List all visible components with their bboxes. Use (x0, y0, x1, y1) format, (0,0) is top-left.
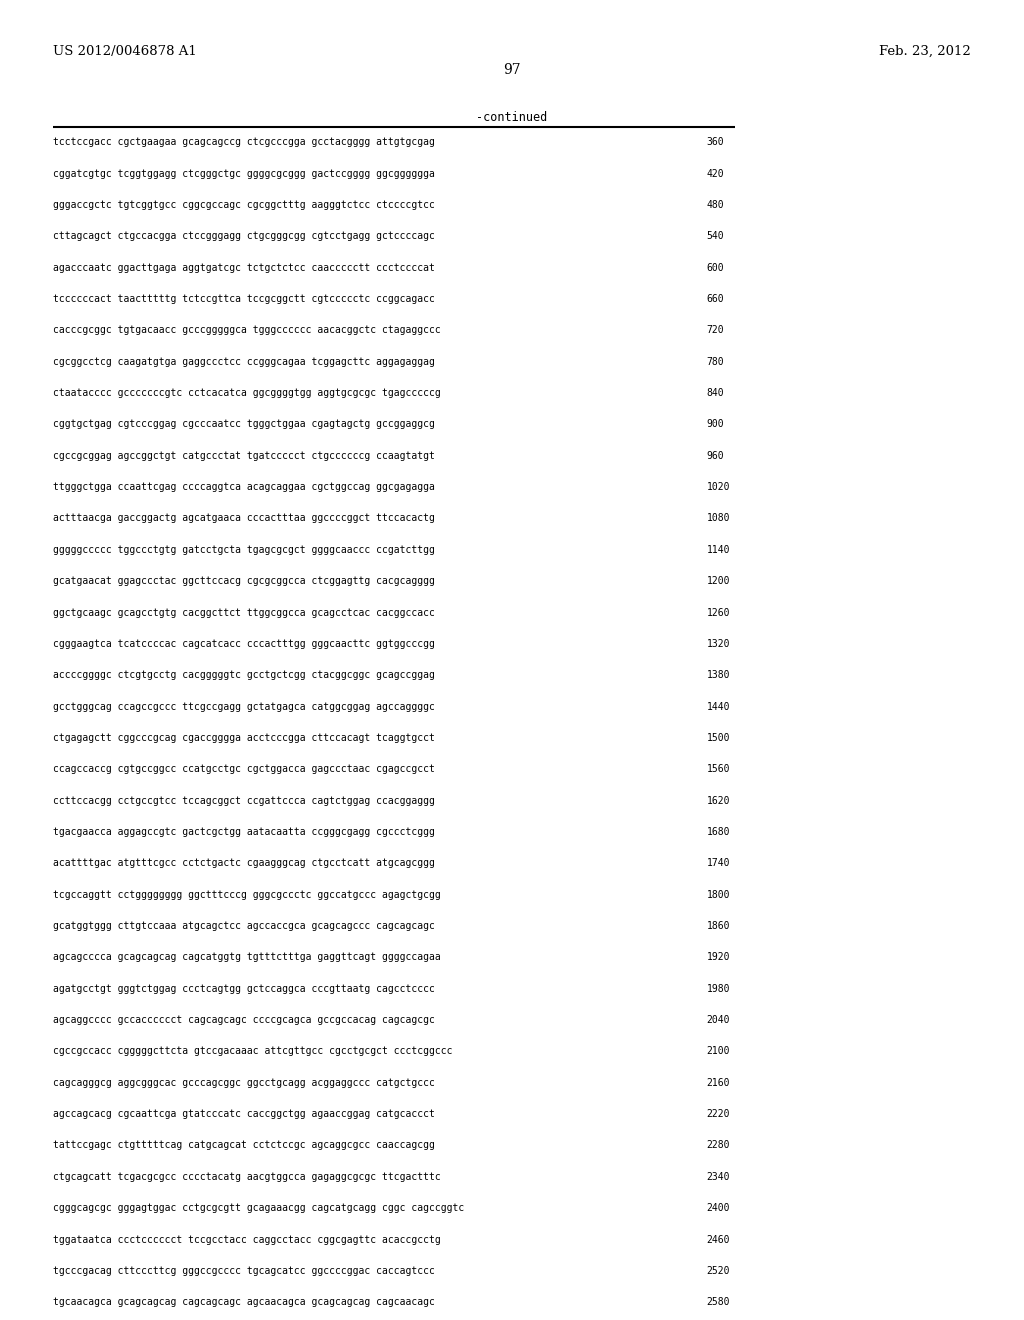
Text: 2520: 2520 (707, 1266, 730, 1276)
Text: gcatggtggg cttgtccaaa atgcagctcc agccaccgca gcagcagccc cagcagcagc: gcatggtggg cttgtccaaa atgcagctcc agccacc… (53, 921, 435, 931)
Text: tgcaacagca gcagcagcag cagcagcagc agcaacagca gcagcagcag cagcaacagc: tgcaacagca gcagcagcag cagcagcagc agcaaca… (53, 1298, 435, 1307)
Text: cggatcgtgc tcggtggagg ctcgggctgc ggggcgcggg gactccgggg ggcgggggga: cggatcgtgc tcggtggagg ctcgggctgc ggggcgc… (53, 169, 435, 178)
Text: 1140: 1140 (707, 545, 730, 554)
Text: 600: 600 (707, 263, 724, 273)
Text: tattccgagc ctgtttttcag catgcagcat cctctccgc agcaggcgcc caaccagcgg: tattccgagc ctgtttttcag catgcagcat cctctc… (53, 1140, 435, 1151)
Text: tcgccaggtt cctgggggggg ggctttcccg gggcgccctc ggccatgccc agagctgcgg: tcgccaggtt cctgggggggg ggctttcccg gggcgc… (53, 890, 441, 900)
Text: 1740: 1740 (707, 858, 730, 869)
Text: agatgcctgt gggtctggag ccctcagtgg gctccaggca cccgttaatg cagcctcccc: agatgcctgt gggtctggag ccctcagtgg gctccag… (53, 983, 435, 994)
Text: gggggccccc tggccctgtg gatcctgcta tgagcgcgct ggggcaaccc ccgatcttgg: gggggccccc tggccctgtg gatcctgcta tgagcgc… (53, 545, 435, 554)
Text: 1320: 1320 (707, 639, 730, 649)
Text: 2280: 2280 (707, 1140, 730, 1151)
Text: agccagcacg cgcaattcga gtatcccatc caccggctgg agaaccggag catgcaccct: agccagcacg cgcaattcga gtatcccatc caccggc… (53, 1109, 435, 1119)
Text: agcagcccca gcagcagcag cagcatggtg tgtttctttga gaggttcagt ggggccagaa: agcagcccca gcagcagcag cagcatggtg tgtttct… (53, 953, 441, 962)
Text: 97: 97 (503, 63, 521, 78)
Text: ctgcagcatt tcgacgcgcc cccctacatg aacgtggcca gagaggcgcgc ttcgactttc: ctgcagcatt tcgacgcgcc cccctacatg aacgtgg… (53, 1172, 441, 1181)
Text: 480: 480 (707, 199, 724, 210)
Text: tgacgaacca aggagccgtc gactcgctgg aatacaatta ccgggcgagg cgccctcggg: tgacgaacca aggagccgtc gactcgctgg aatacaa… (53, 826, 435, 837)
Text: 540: 540 (707, 231, 724, 242)
Text: cgggcagcgc gggagtggac cctgcgcgtt gcagaaacgg cagcatgcagg cggc cagccggtc: cgggcagcgc gggagtggac cctgcgcgtt gcagaaa… (53, 1204, 465, 1213)
Text: 900: 900 (707, 420, 724, 429)
Text: Feb. 23, 2012: Feb. 23, 2012 (879, 45, 971, 58)
Text: 1920: 1920 (707, 953, 730, 962)
Text: 2100: 2100 (707, 1047, 730, 1056)
Text: tcctccgacc cgctgaagaa gcagcagccg ctcgcccgga gcctacgggg attgtgcgag: tcctccgacc cgctgaagaa gcagcagccg ctcgccc… (53, 137, 435, 148)
Text: cacccgcggc tgtgacaacc gcccgggggca tgggcccccc aacacggctc ctagaggccc: cacccgcggc tgtgacaacc gcccgggggca tgggcc… (53, 325, 441, 335)
Text: 1200: 1200 (707, 576, 730, 586)
Text: 1440: 1440 (707, 702, 730, 711)
Text: agcaggcccc gccacccccct cagcagcagc ccccgcagca gccgccacag cagcagcgc: agcaggcccc gccacccccct cagcagcagc ccccgc… (53, 1015, 435, 1026)
Text: gcatgaacat ggagccctac ggcttccacg cgcgcggcca ctcggagttg cacgcagggg: gcatgaacat ggagccctac ggcttccacg cgcgcgg… (53, 576, 435, 586)
Text: 2040: 2040 (707, 1015, 730, 1026)
Text: 1800: 1800 (707, 890, 730, 900)
Text: tggataatca ccctcccccct tccgcctacc caggcctacc cggcgagttc acaccgcctg: tggataatca ccctcccccct tccgcctacc caggcc… (53, 1234, 441, 1245)
Text: ccagccaccg cgtgccggcc ccatgcctgc cgctggacca gagccctaac cgagccgcct: ccagccaccg cgtgccggcc ccatgcctgc cgctgga… (53, 764, 435, 775)
Text: 720: 720 (707, 325, 724, 335)
Text: ctgagagctt cggcccgcag cgaccgggga acctcccgga cttccacagt tcaggtgcct: ctgagagctt cggcccgcag cgaccgggga acctccc… (53, 733, 435, 743)
Text: 2220: 2220 (707, 1109, 730, 1119)
Text: 1380: 1380 (707, 671, 730, 680)
Text: 2340: 2340 (707, 1172, 730, 1181)
Text: cgcggcctcg caagatgtga gaggccctcc ccgggcagaa tcggagcttc aggagaggag: cgcggcctcg caagatgtga gaggccctcc ccgggca… (53, 356, 435, 367)
Text: 840: 840 (707, 388, 724, 399)
Text: 1860: 1860 (707, 921, 730, 931)
Text: agacccaatc ggacttgaga aggtgatcgc tctgctctcc caaccccctt ccctccccat: agacccaatc ggacttgaga aggtgatcgc tctgctc… (53, 263, 435, 273)
Text: cagcagggcg aggcgggcac gcccagcggc ggcctgcagg acggaggccc catgctgccc: cagcagggcg aggcgggcac gcccagcggc ggcctgc… (53, 1077, 435, 1088)
Text: 1260: 1260 (707, 607, 730, 618)
Text: 1020: 1020 (707, 482, 730, 492)
Text: 1680: 1680 (707, 826, 730, 837)
Text: gggaccgctc tgtcggtgcc cggcgccagc cgcggctttg aagggtctcc ctccccgtcc: gggaccgctc tgtcggtgcc cggcgccagc cgcggct… (53, 199, 435, 210)
Text: cttagcagct ctgccacgga ctccgggagg ctgcgggcgg cgtcctgagg gctccccagc: cttagcagct ctgccacgga ctccgggagg ctgcggg… (53, 231, 435, 242)
Text: ttgggctgga ccaattcgag ccccaggtca acagcaggaa cgctggccag ggcgagagga: ttgggctgga ccaattcgag ccccaggtca acagcag… (53, 482, 435, 492)
Text: 360: 360 (707, 137, 724, 148)
Text: 2400: 2400 (707, 1204, 730, 1213)
Text: 660: 660 (707, 294, 724, 304)
Text: 960: 960 (707, 450, 724, 461)
Text: cgggaagtca tcatccccac cagcatcacc cccactttgg gggcaacttc ggtggcccgg: cgggaagtca tcatccccac cagcatcacc cccactt… (53, 639, 435, 649)
Text: US 2012/0046878 A1: US 2012/0046878 A1 (53, 45, 197, 58)
Text: ggctgcaagc gcagcctgtg cacggcttct ttggcggcca gcagcctcac cacggccacc: ggctgcaagc gcagcctgtg cacggcttct ttggcgg… (53, 607, 435, 618)
Text: 420: 420 (707, 169, 724, 178)
Text: 1620: 1620 (707, 796, 730, 805)
Text: cgccgcggag agccggctgt catgccctat tgatccccct ctgccccccg ccaagtatgt: cgccgcggag agccggctgt catgccctat tgatccc… (53, 450, 435, 461)
Text: 1080: 1080 (707, 513, 730, 524)
Text: cggtgctgag cgtcccggag cgcccaatcc tgggctggaa cgagtagctg gccggaggcg: cggtgctgag cgtcccggag cgcccaatcc tgggctg… (53, 420, 435, 429)
Text: cgccgccacc cgggggcttcta gtccgacaaac attcgttgcc cgcctgcgct ccctcggccc: cgccgccacc cgggggcttcta gtccgacaaac attc… (53, 1047, 453, 1056)
Text: 2460: 2460 (707, 1234, 730, 1245)
Text: tgcccgacag cttcccttcg gggccgcccc tgcagcatcc ggccccggac caccagtccc: tgcccgacag cttcccttcg gggccgcccc tgcagca… (53, 1266, 435, 1276)
Text: 780: 780 (707, 356, 724, 367)
Text: ccttccacgg cctgccgtcc tccagcggct ccgattccca cagtctggag ccacggaggg: ccttccacgg cctgccgtcc tccagcggct ccgattc… (53, 796, 435, 805)
Text: 2580: 2580 (707, 1298, 730, 1307)
Text: 1560: 1560 (707, 764, 730, 775)
Text: 1980: 1980 (707, 983, 730, 994)
Text: tccccccact taactttttg tctccgttca tccgcggctt cgtccccctc ccggcagacc: tccccccact taactttttg tctccgttca tccgcgg… (53, 294, 435, 304)
Text: gcctgggcag ccagccgccc ttcgccgagg gctatgagca catggcggag agccaggggc: gcctgggcag ccagccgccc ttcgccgagg gctatga… (53, 702, 435, 711)
Text: actttaacga gaccggactg agcatgaaca cccactttaa ggccccggct ttccacactg: actttaacga gaccggactg agcatgaaca cccactt… (53, 513, 435, 524)
Text: 1500: 1500 (707, 733, 730, 743)
Text: ctaatacccc gcccccccgtc cctcacatca ggcggggtgg aggtgcgcgc tgagcccccg: ctaatacccc gcccccccgtc cctcacatca ggcggg… (53, 388, 441, 399)
Text: 2160: 2160 (707, 1077, 730, 1088)
Text: -continued: -continued (476, 111, 548, 124)
Text: acattttgac atgtttcgcc cctctgactc cgaagggcag ctgcctcatt atgcagcggg: acattttgac atgtttcgcc cctctgactc cgaaggg… (53, 858, 435, 869)
Text: accccggggc ctcgtgcctg cacgggggtc gcctgctcgg ctacggcggc gcagccggag: accccggggc ctcgtgcctg cacgggggtc gcctgct… (53, 671, 435, 680)
